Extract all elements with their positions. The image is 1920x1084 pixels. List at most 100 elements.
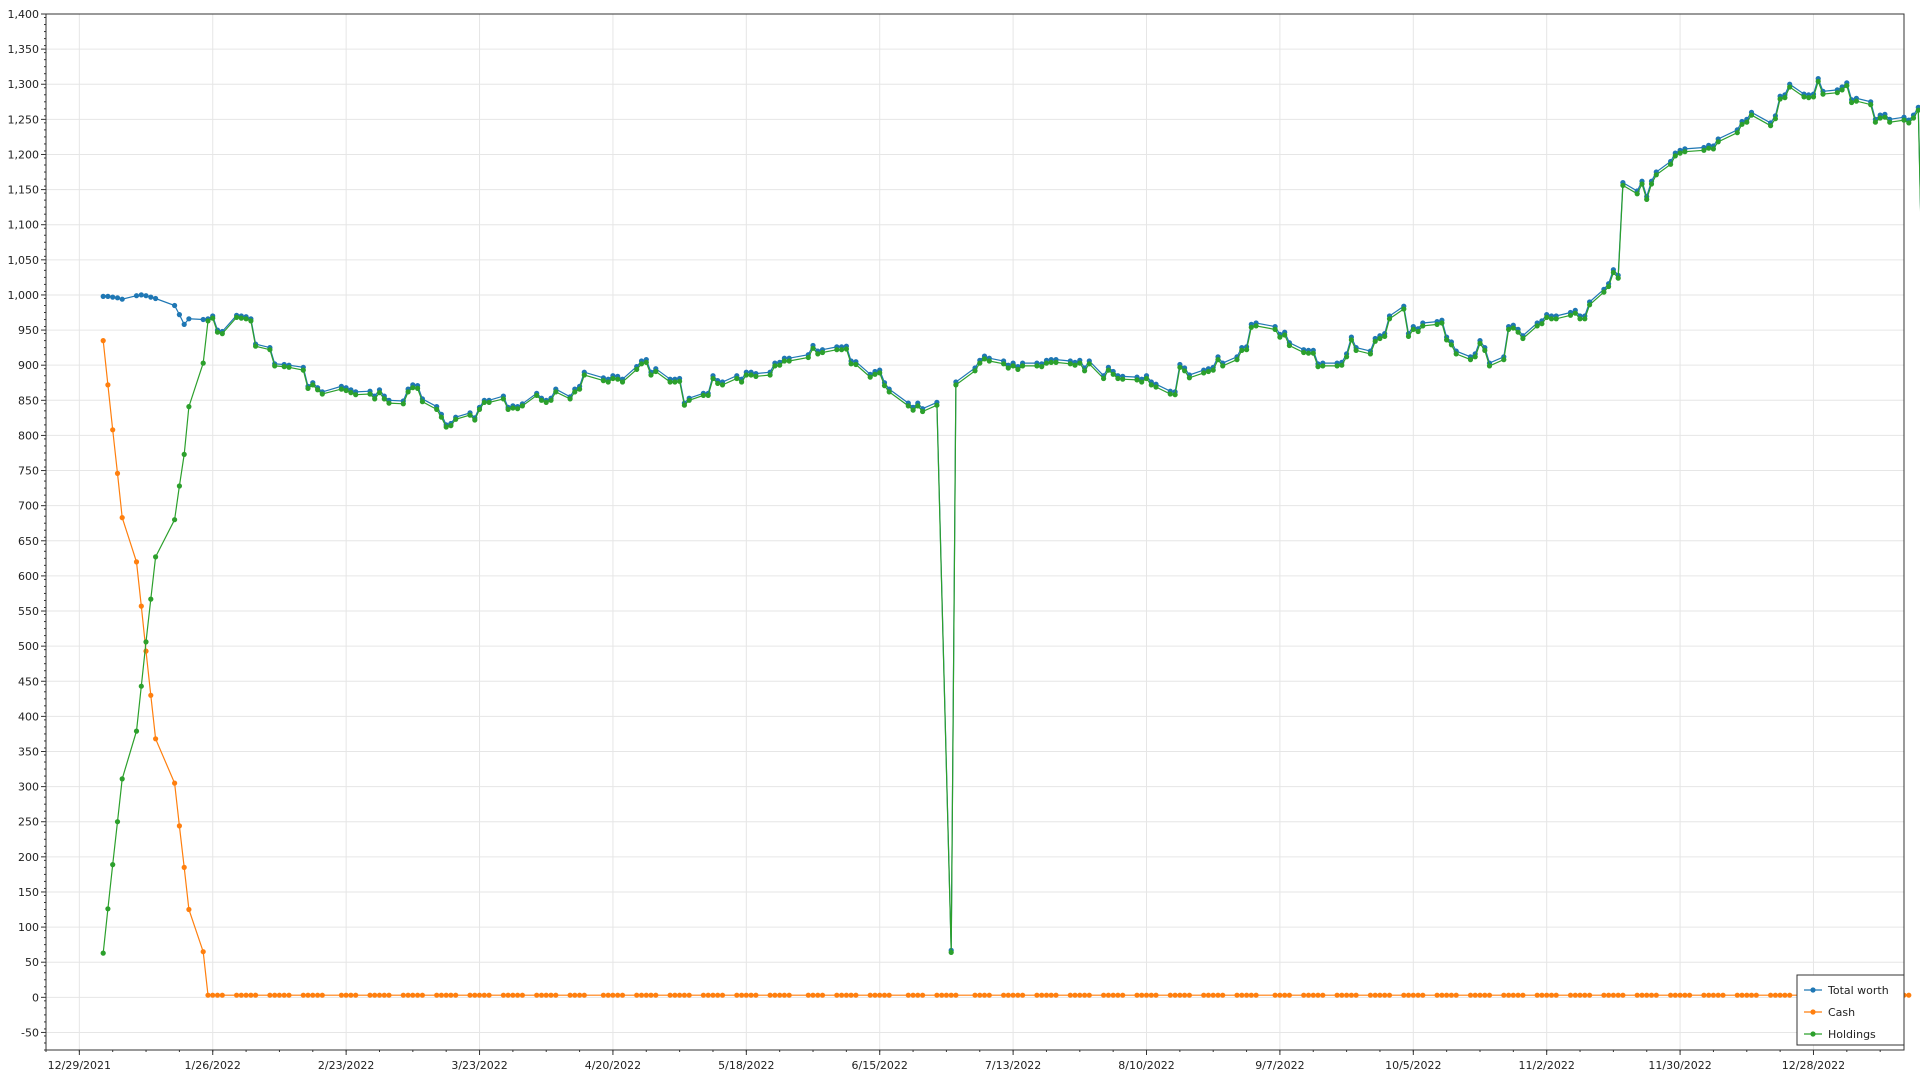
data-point: [1853, 98, 1859, 104]
data-point: [672, 992, 678, 998]
data-point: [1353, 347, 1359, 353]
data-point: [1439, 320, 1445, 326]
data-point: [1082, 992, 1088, 998]
data-point: [214, 992, 221, 998]
data-point: [910, 992, 916, 998]
data-point: [1868, 102, 1874, 108]
data-point: [1101, 992, 1107, 998]
data-point: [1515, 329, 1521, 335]
data-point: [1772, 116, 1778, 122]
data-point: [939, 992, 945, 998]
data-point: [767, 372, 773, 378]
data-point: [1572, 310, 1578, 316]
data-point: [1506, 992, 1512, 998]
data-point: [186, 906, 192, 913]
data-point: [1320, 363, 1326, 369]
data-point: [1234, 992, 1240, 998]
data-point: [181, 321, 187, 327]
legend-label: Cash: [1828, 1006, 1855, 1019]
data-point: [486, 399, 492, 405]
data-point: [1906, 120, 1912, 126]
data-point: [105, 906, 111, 912]
data-point: [534, 392, 540, 398]
data-point: [638, 992, 645, 998]
data-point: [138, 683, 144, 689]
data-point: [148, 692, 154, 698]
data-point: [1415, 992, 1421, 998]
data-point: [834, 347, 840, 353]
data-point: [1620, 992, 1626, 998]
data-point: [1134, 377, 1140, 383]
data-point: [943, 992, 950, 998]
data-point: [110, 862, 116, 868]
data-point: [1815, 78, 1821, 84]
data-point: [348, 992, 354, 998]
data-point: [100, 950, 106, 956]
data-point: [338, 992, 344, 998]
data-point: [1706, 145, 1712, 151]
data-point: [772, 363, 778, 369]
data-point: [1115, 375, 1121, 382]
data-point: [853, 992, 859, 998]
data-point: [667, 992, 673, 998]
data-point: [1086, 361, 1092, 367]
data-point: [348, 390, 354, 396]
data-point: [472, 992, 478, 998]
data-point: [1067, 361, 1073, 367]
data-point: [1901, 117, 1907, 123]
data-point: [1110, 371, 1116, 377]
data-point: [543, 992, 549, 998]
data-point: [538, 397, 545, 403]
data-point: [1672, 153, 1678, 159]
data-point: [143, 293, 149, 299]
data-point: [1053, 359, 1059, 365]
data-point: [1915, 107, 1920, 113]
data-point: [881, 383, 888, 389]
data-point: [105, 382, 111, 388]
data-point: [467, 412, 473, 418]
y-tick-label: 900: [18, 359, 39, 372]
data-point: [1172, 392, 1178, 398]
data-point: [1510, 992, 1516, 998]
data-point: [272, 363, 278, 369]
data-point: [1787, 992, 1793, 998]
data-point: [915, 403, 921, 409]
data-point: [1739, 121, 1745, 127]
data-point: [1405, 333, 1412, 339]
data-point: [214, 329, 221, 335]
x-tick-label: 12/28/2022: [1782, 1059, 1845, 1072]
data-point: [648, 372, 654, 378]
data-point: [1567, 312, 1574, 318]
data-point: [353, 992, 359, 998]
data-point: [1034, 363, 1040, 369]
data-point: [905, 992, 911, 998]
data-point: [267, 347, 273, 353]
data-point: [1882, 114, 1888, 120]
data-point: [600, 378, 607, 384]
data-point: [1310, 350, 1316, 356]
data-point: [1310, 992, 1316, 998]
data-point: [953, 382, 959, 388]
data-point: [634, 366, 640, 372]
data-point: [1320, 992, 1326, 998]
data-point: [1105, 992, 1111, 998]
data-point: [376, 390, 383, 396]
data-point: [386, 400, 392, 406]
data-point: [981, 356, 988, 362]
data-point: [686, 397, 692, 403]
data-point: [505, 992, 511, 998]
data-point: [114, 819, 121, 825]
data-point: [819, 349, 826, 356]
data-point: [1515, 992, 1521, 998]
data-point: [1043, 992, 1050, 998]
data-point: [1153, 384, 1159, 390]
x-tick-label: 5/18/2022: [718, 1059, 774, 1072]
data-point: [500, 992, 506, 998]
data-point: [1648, 992, 1655, 998]
data-point: [1834, 90, 1840, 96]
data-point: [910, 407, 916, 413]
data-point: [481, 399, 487, 405]
data-point: [1167, 391, 1173, 397]
data-point: [1453, 351, 1459, 357]
data-point: [734, 992, 740, 998]
